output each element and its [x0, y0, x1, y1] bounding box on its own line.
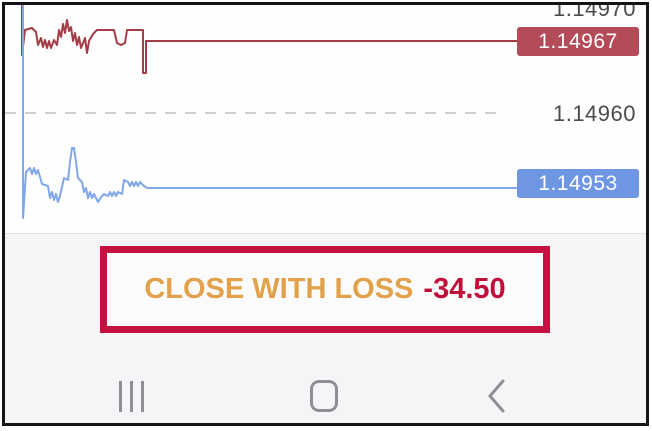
bid-line-series: [22, 5, 523, 219]
home-icon: [310, 380, 338, 412]
price-chart[interactable]: 1.14970 1.14960 1.14967 1.14953: [5, 5, 646, 233]
y-axis-tick-mid: 1.14960: [552, 101, 636, 126]
ask-price-tag: 1.14967: [517, 27, 639, 56]
y-axis-tick-top: 1.14970: [552, 2, 636, 21]
home-button[interactable]: [302, 376, 346, 416]
chart-canvas: [5, 5, 523, 219]
screenshot-frame: 1.14970 1.14960 1.14967 1.14953 CLOSE WI…: [2, 2, 649, 426]
ask-line-series: [21, 5, 523, 74]
recents-button[interactable]: [109, 376, 153, 416]
bid-price-tag: 1.14953: [517, 169, 639, 198]
close-button-label: CLOSE WITH LOSS: [144, 273, 414, 305]
close-button-loss-amount: -34.50: [423, 273, 506, 305]
close-with-loss-button[interactable]: CLOSE WITH LOSS -34.50: [100, 246, 550, 333]
recents-icon: [118, 380, 144, 412]
back-button[interactable]: [475, 376, 519, 416]
android-nav-bar: [5, 354, 646, 423]
bottom-panel: CLOSE WITH LOSS -34.50: [5, 233, 646, 423]
back-icon: [488, 379, 505, 413]
